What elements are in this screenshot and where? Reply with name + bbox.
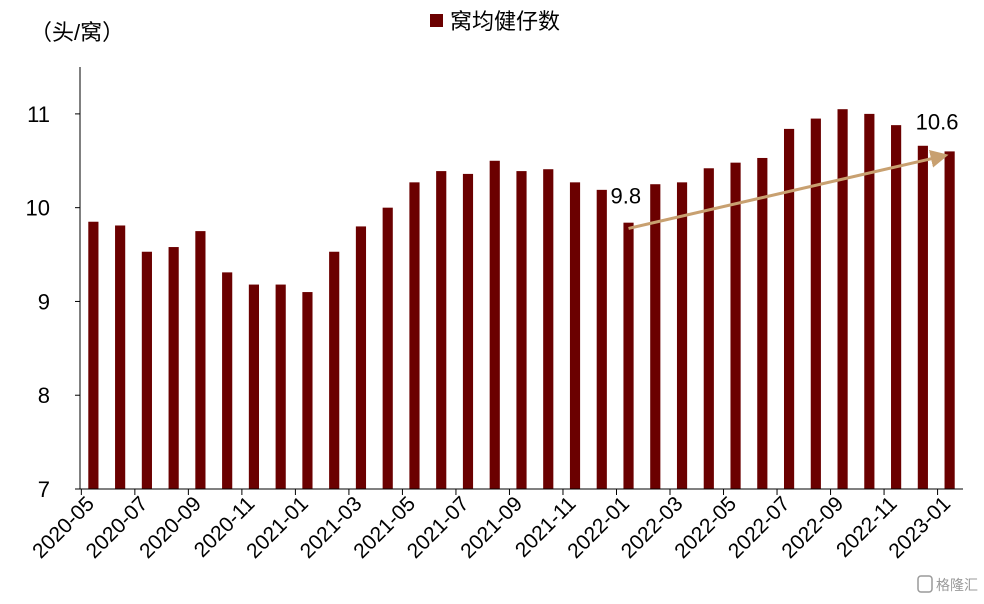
y-tick-label: 8 [38,383,50,408]
trend-arrow [628,149,949,230]
bar-2020-10 [222,272,233,489]
bar-2022-06 [757,157,768,489]
bar-2020-06 [115,225,126,490]
bar-2022-02 [650,184,661,489]
bar-2021-01 [302,292,313,489]
data-label-2023-01: 10.6 [916,109,959,134]
y-axis: 7 8 9 10 11 [26,67,81,502]
bar-2021-08 [489,160,500,489]
watermark-logo-icon [917,575,933,593]
y-tick-label: 10 [26,196,50,221]
bar-2021-03 [355,226,367,489]
legend-swatch [430,14,443,27]
y-tick-label: 9 [38,289,50,314]
legend: 窝均健仔数 [430,9,560,34]
bar-2020-05 [88,221,99,489]
bar-2021-05 [409,182,420,489]
bar-2020-11 [248,284,260,489]
y-tick-label: 7 [38,477,50,502]
bar-2021-06 [436,171,447,490]
bar-2022-07 [783,128,795,490]
bar-2022-04 [703,168,714,489]
bar-2022-03 [676,182,688,489]
bar-2022-11 [891,125,902,490]
bar-2022-09 [837,109,848,489]
bar-2022-08 [810,118,821,490]
annotations: 9.8 10.6 [611,109,959,230]
bar-2021-10 [543,169,554,489]
bar-2022-05 [730,162,741,490]
watermark-text: 格隆汇 [936,577,978,593]
bar-2021-04 [382,207,393,489]
bar-2021-11 [569,182,581,489]
watermark: 格隆汇 [917,575,978,593]
bar-2021-12 [596,189,607,490]
y-axis-unit-label: （头/窝） [30,20,124,45]
bar-2022-12 [917,145,928,490]
bar-2021-09 [516,171,527,490]
bar-2020-09 [195,231,206,489]
bar-2020-07 [141,251,152,489]
bar-2022-01 [623,222,634,489]
y-tick-label: 11 [27,102,50,127]
bar-2022-10 [864,113,875,489]
bar-2020-08 [168,247,179,489]
bar-2021-07 [462,173,474,489]
bar-2020-12 [275,284,286,489]
bars [88,109,955,490]
bar-2023-01 [944,151,955,489]
legend-label: 窝均健仔数 [450,9,560,34]
data-label-2022-01: 9.8 [611,183,642,208]
x-axis: 2020-052020-072020-092020-112021-012021-… [28,488,963,563]
bar-2021-02 [329,251,340,489]
